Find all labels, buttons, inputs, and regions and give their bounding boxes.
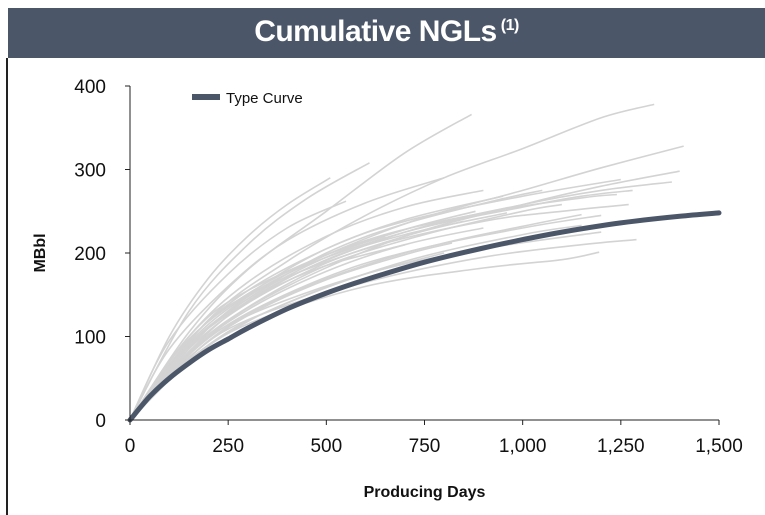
- well-curve-12: [129, 231, 602, 421]
- x-tick-label: 1,000: [499, 436, 547, 457]
- x-tick-label: 1,500: [695, 436, 743, 457]
- well-curve-8: [129, 193, 617, 421]
- axes: [129, 86, 719, 421]
- well-curve-28: [129, 203, 563, 421]
- x-tick-label: 1,250: [597, 436, 645, 457]
- well-curve-16: [129, 200, 347, 421]
- panel-left-rule: [6, 58, 8, 515]
- chart-header: Cumulative NGLs (1): [8, 8, 765, 58]
- well-curve-7: [129, 189, 633, 421]
- x-tick-label: 750: [409, 436, 441, 457]
- x-tick-label: 250: [212, 436, 244, 457]
- well-curve-19: [129, 195, 504, 421]
- well-curve-27: [129, 189, 543, 421]
- x-tick-label: 500: [310, 436, 342, 457]
- chart-title-text: Cumulative NGLs: [254, 15, 497, 48]
- well-curve-30: [129, 178, 621, 421]
- tick-labels: 0 250 500 750 1,000 1,250 1,500 0 100 200 300 400: [74, 77, 742, 457]
- series-lines: [127, 210, 722, 423]
- well-curve-5: [129, 170, 680, 421]
- y-tick-label: 300: [74, 161, 106, 182]
- x-axis-title: Producing Days: [364, 484, 486, 501]
- well-curve-23: [129, 242, 453, 421]
- chart-title-footnote: (1): [500, 17, 520, 34]
- well-curve-22: [129, 227, 484, 421]
- legend: Type Curve: [192, 90, 303, 107]
- y-tick-label: 100: [74, 328, 106, 349]
- series-line-type-curve: [127, 210, 722, 423]
- well-curve-29: [129, 213, 582, 421]
- well-curve-31: [129, 212, 508, 421]
- y-tick-label: 400: [74, 77, 106, 98]
- chart-title: Cumulative NGLs (1): [254, 15, 519, 49]
- well-curve-1: [129, 162, 370, 421]
- well-curve-15: [129, 177, 331, 421]
- well-curve-17: [129, 177, 445, 421]
- well-curves: [129, 103, 684, 421]
- well-curve-3: [129, 103, 655, 421]
- y-axis-title: MBbl: [32, 233, 49, 272]
- well-curve-4: [129, 145, 684, 421]
- legend-label-type-curve: Type Curve: [226, 90, 303, 107]
- y-tick-label: 200: [74, 244, 106, 265]
- y-tick-label: 0: [95, 411, 106, 432]
- well-curve-25: [129, 235, 386, 421]
- x-tick-label: 0: [125, 436, 136, 457]
